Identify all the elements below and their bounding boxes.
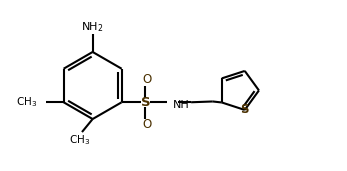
Text: CH$_3$: CH$_3$ <box>16 95 37 109</box>
Text: S: S <box>141 96 150 109</box>
Text: O: O <box>142 73 151 86</box>
Text: NH$_2$: NH$_2$ <box>81 21 104 34</box>
Text: CH$_3$: CH$_3$ <box>69 133 91 147</box>
Text: O: O <box>142 118 151 131</box>
Text: S: S <box>240 103 249 116</box>
Text: NH: NH <box>173 100 190 110</box>
